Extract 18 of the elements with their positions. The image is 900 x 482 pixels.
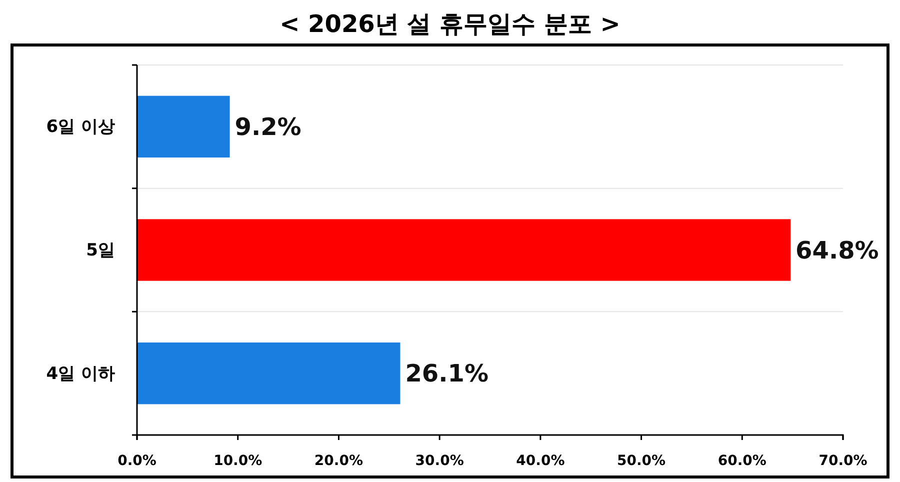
x-tick-label: 30.0% — [415, 452, 464, 469]
data-label: 9.2% — [234, 113, 302, 142]
x-tick-label: 20.0% — [314, 452, 364, 469]
data-label: 64.8% — [796, 236, 879, 264]
y-tick-label: 6일 이상 — [46, 117, 115, 138]
y-tick-label: 5일 — [86, 240, 115, 260]
bar — [137, 96, 230, 158]
x-tick-label: 40.0% — [516, 452, 565, 469]
y-tick-label: 4일 이하 — [46, 364, 115, 384]
bar — [137, 342, 400, 404]
chart-title: < 2026년 설 휴무일수 분포 > — [280, 10, 620, 38]
x-tick-label: 70.0% — [818, 452, 868, 469]
x-tick-label: 0.0% — [118, 452, 156, 469]
x-tick-label: 60.0% — [718, 452, 766, 469]
x-tick-label: 50.0% — [616, 452, 666, 469]
data-label: 26.1% — [405, 360, 489, 388]
x-tick-label: 10.0% — [214, 452, 262, 469]
bar — [137, 219, 791, 281]
